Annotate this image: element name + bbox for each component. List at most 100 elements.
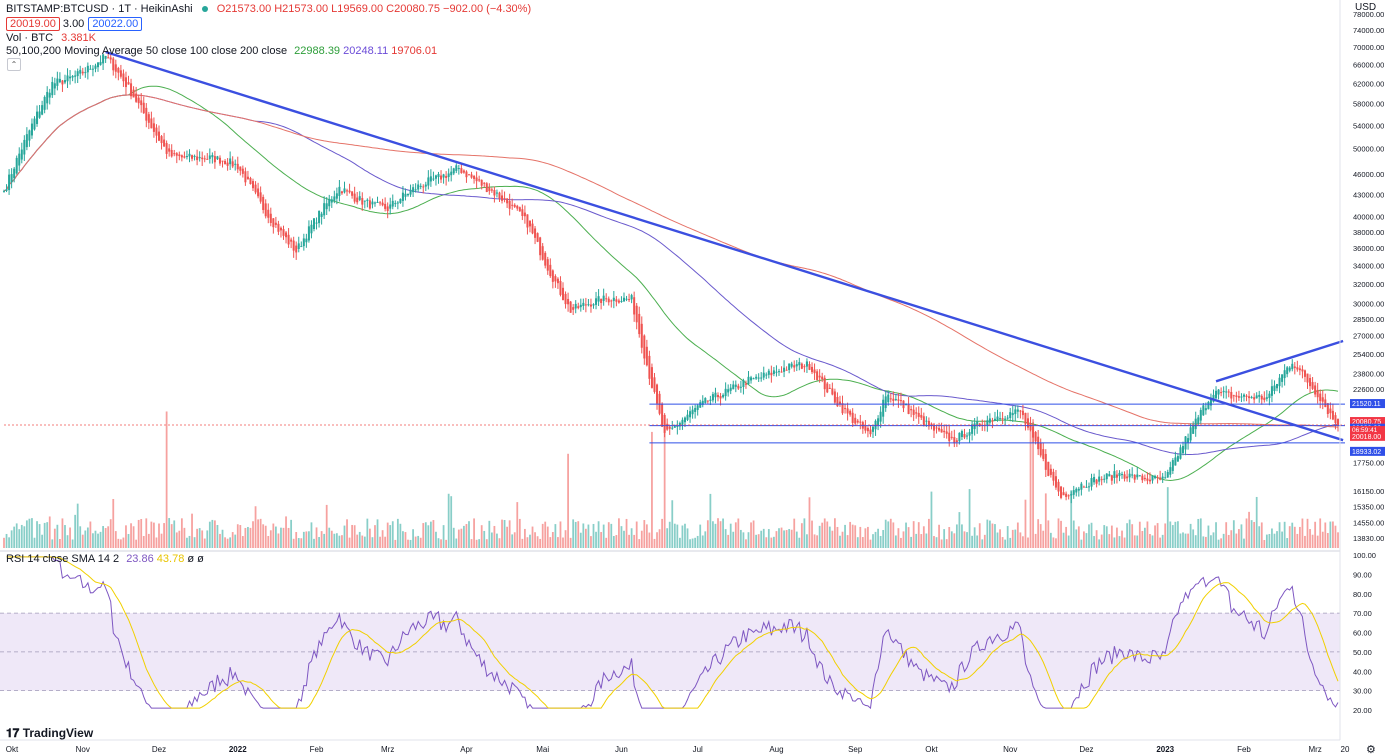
candle-body xyxy=(297,243,300,249)
candle-body xyxy=(41,105,44,115)
volume-bar xyxy=(1248,511,1250,548)
volume-bar xyxy=(689,539,691,548)
volume-bar xyxy=(23,526,26,548)
volume-bar xyxy=(496,533,498,548)
volume-bar xyxy=(452,527,455,548)
time-tick-label: Jul xyxy=(693,745,703,754)
candle-body xyxy=(689,411,692,418)
volume-bar xyxy=(648,532,651,548)
volume-bar xyxy=(127,534,130,548)
volume-bar xyxy=(1258,526,1261,548)
candle-body xyxy=(445,175,448,178)
ma-label[interactable]: 50,100,200 Moving Average 50 close 100 c… xyxy=(6,45,288,57)
candle-body xyxy=(33,118,36,130)
volume-bar xyxy=(396,518,399,548)
volume-bar xyxy=(1314,521,1317,548)
volume-bar xyxy=(917,522,920,548)
volume-bar xyxy=(844,524,846,548)
symbol-info[interactable]: BITSTAMP:BTCUSD · 1T · HeikinAshi xyxy=(6,3,193,15)
volume-bar xyxy=(142,536,145,548)
volume-label[interactable]: Vol · BTC xyxy=(6,32,54,44)
candle-body xyxy=(1151,475,1154,481)
price-tag-label: 20080.75 xyxy=(1352,419,1381,426)
volume-bar xyxy=(638,539,641,548)
candle-body xyxy=(226,162,229,166)
ma100-line xyxy=(3,94,1339,455)
gear-icon[interactable]: ⚙ xyxy=(1366,744,1376,756)
tradingview-logo[interactable]: 𝟏𝟕 TradingView xyxy=(6,726,93,741)
candle-body xyxy=(1171,460,1174,471)
time-tick-label: Dez xyxy=(1079,745,1093,754)
volume-bar xyxy=(203,538,206,548)
candle-body xyxy=(592,304,595,306)
volume-bar xyxy=(455,538,458,548)
candle-body xyxy=(257,188,260,197)
candle-body xyxy=(2,190,6,192)
candle-body xyxy=(203,158,206,160)
volume-bar xyxy=(818,525,821,548)
currency-label[interactable]: USD xyxy=(1355,2,1377,13)
candle-body xyxy=(208,155,211,159)
candle-body xyxy=(661,403,664,427)
candle-body xyxy=(1301,369,1304,372)
candle-body xyxy=(734,384,737,387)
candle-body xyxy=(1093,476,1096,483)
trendlines[interactable] xyxy=(105,50,1344,442)
volume-bar xyxy=(473,518,475,548)
candle-body xyxy=(968,432,971,436)
candle-body xyxy=(1189,427,1192,441)
candle-body xyxy=(381,202,384,206)
ask-button[interactable]: 20022.00 xyxy=(88,17,143,31)
volume-bar xyxy=(595,531,597,548)
volume-bar xyxy=(755,534,758,548)
volume-bar xyxy=(1105,526,1108,548)
volume-bar xyxy=(407,539,409,548)
volume-bar xyxy=(1306,518,1309,548)
volume-bar xyxy=(574,521,577,548)
candle-body xyxy=(699,402,702,408)
volume-bar xyxy=(1019,532,1022,548)
candle-body xyxy=(1164,477,1167,479)
volume-bar xyxy=(686,528,689,548)
volume-bar xyxy=(877,528,879,548)
price-tick-label: 62000.00 xyxy=(1353,80,1384,89)
collapse-legend-button[interactable]: ⌃ xyxy=(7,58,21,71)
candle-body xyxy=(1237,396,1240,398)
candle-body xyxy=(953,437,956,444)
volume-bar xyxy=(234,534,237,548)
candle-body xyxy=(935,427,938,429)
candle-body xyxy=(1324,399,1327,408)
candle-body xyxy=(724,388,727,397)
time-tick-label: 2022 xyxy=(229,745,247,754)
volume-bar xyxy=(1189,523,1192,548)
candle-body xyxy=(63,80,66,83)
volume-bar xyxy=(130,523,132,548)
candle-body xyxy=(274,222,277,225)
rsi-label[interactable]: RSI 14 close SMA 14 2 xyxy=(6,553,120,565)
volume-bar xyxy=(170,524,173,548)
candle-body xyxy=(686,414,689,420)
volume-bar xyxy=(43,522,46,548)
volume-bar xyxy=(1029,427,1032,548)
logo-text: TradingView xyxy=(22,726,94,740)
candle-body xyxy=(760,377,763,379)
candle-body xyxy=(107,57,110,59)
volume-bar xyxy=(463,525,465,548)
volume-bar xyxy=(828,526,831,548)
candle-body xyxy=(673,426,676,428)
volume-bar xyxy=(460,528,463,548)
candle-body xyxy=(69,76,72,79)
candle-body xyxy=(536,233,539,242)
candle-body xyxy=(318,210,321,224)
bid-button[interactable]: 20019.00 xyxy=(6,17,60,31)
candle-body xyxy=(648,355,651,379)
candle-body xyxy=(485,183,488,192)
volume-bar xyxy=(1271,528,1273,548)
volume-bar xyxy=(610,523,613,548)
volume-bar xyxy=(356,534,359,548)
volume-bar xyxy=(485,539,488,548)
volume-bar xyxy=(531,526,534,548)
candle-body xyxy=(196,156,199,161)
horizontal-levels[interactable] xyxy=(4,403,1345,444)
